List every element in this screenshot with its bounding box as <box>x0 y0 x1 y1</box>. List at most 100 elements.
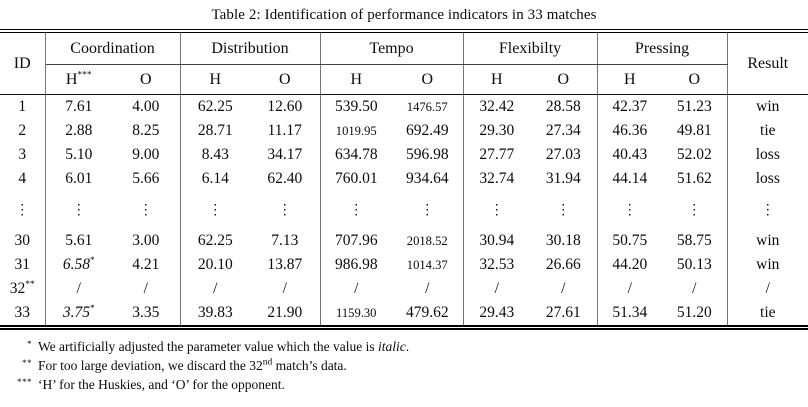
cell-value: 27.03 <box>530 143 598 167</box>
cell-match-id: 31 <box>0 253 46 277</box>
subheader-h: H <box>597 64 663 95</box>
cell-value: 2.88 <box>65 122 93 139</box>
cell-value: 50.13 <box>662 253 728 277</box>
cell-value: ⋮ <box>662 191 728 229</box>
cell-value: 9.00 <box>112 143 181 167</box>
cell-value: 20.10 <box>197 256 233 273</box>
cell-value: 5.10 <box>65 146 93 163</box>
cell-value: 21.90 <box>250 301 321 328</box>
subheader-o: O <box>250 64 321 95</box>
subheader-h: H <box>320 64 392 95</box>
cell-result: loss <box>755 170 780 187</box>
table-row: 3 5.10 9.00 8.43 34.17 634.78 596.98 27.77 27.03… <box>0 143 808 167</box>
cell-result: tie <box>760 122 776 139</box>
cell-value: / <box>250 277 321 301</box>
footnote-text: ‘H’ for the Huskies, and ‘O’ for the opp… <box>38 377 285 392</box>
group-header-coordination: Coordination <box>45 31 181 65</box>
group-header-tempo: Tempo <box>320 31 464 65</box>
cell-value: 28.71 <box>197 122 233 139</box>
cell-value: 52.02 <box>662 143 728 167</box>
subheader-h: H <box>180 64 250 95</box>
cell-value: 32.42 <box>479 98 515 115</box>
cell-value: 13.87 <box>250 253 321 277</box>
cell-value: 1014.37 <box>392 253 464 277</box>
table-body: 1 7.61 4.00 62.25 12.60 539.50 1476.57 32.42 28.… <box>0 94 808 328</box>
cell-value: / <box>392 277 464 301</box>
cell-value: 42.37 <box>612 98 648 115</box>
cell-value: ⋮ <box>208 202 223 218</box>
cell-result: loss <box>755 146 780 163</box>
cell-value: 44.14 <box>612 170 648 187</box>
cell-value: 707.96 <box>334 232 378 249</box>
footnote: * We artificially adjusted the parameter … <box>8 337 804 356</box>
cell-value: 28.58 <box>530 94 598 119</box>
footnote-text: We artificially adjusted the parameter v… <box>38 339 410 354</box>
paper-table-figure: Table 2: Identification of performance i… <box>0 7 808 394</box>
cell-value: 27.77 <box>479 146 515 163</box>
table-row: 31 6.58* 4.21 20.10 13.87 986.98 1014.37 32.53 2… <box>0 253 808 277</box>
group-header-row: ID Coordination Distribution Tempo Flexi… <box>0 31 808 95</box>
cell-value: 46.36 <box>612 122 648 139</box>
cell-value: 5.66 <box>112 167 181 191</box>
cell-match-id: 30 <box>0 229 46 253</box>
table-row: 32** / / / / / / / / / / / <box>0 277 808 301</box>
group-header-flexibilty: Flexibilty <box>463 31 598 65</box>
cell-value: 986.98 <box>334 256 378 273</box>
cell-value: 3.00 <box>112 229 181 253</box>
cell-match-id: 3 <box>0 143 46 167</box>
group-header-pressing: Pressing <box>597 31 728 65</box>
subheader-row: H*** O H O H O H O H O <box>0 64 808 95</box>
cell-result: win <box>756 98 780 115</box>
cell-value: / <box>76 280 81 297</box>
cell-value: ⋮ <box>530 191 598 229</box>
footnote: ** For too large deviation, we discard th… <box>8 356 804 375</box>
cell-value: 6.58* <box>62 255 95 273</box>
cell-match-id: 1 <box>0 94 46 119</box>
cell-value: 760.01 <box>334 170 378 187</box>
cell-value: 4.21 <box>112 253 181 277</box>
cell-value: 27.34 <box>530 119 598 143</box>
cell-value: 3.35 <box>112 301 181 328</box>
table-row: 4 6.01 5.66 6.14 62.40 760.01 934.64 32.74 31.94… <box>0 167 808 191</box>
cell-value: 1019.95 <box>335 124 377 138</box>
subheader-o: O <box>662 64 728 95</box>
cell-value: 6.01 <box>65 170 93 187</box>
cell-value: 4.00 <box>112 94 181 119</box>
col-header-id: ID <box>0 31 46 95</box>
cell-value: / <box>112 277 181 301</box>
subheader-h: H <box>463 64 531 95</box>
indicators-table: ID Coordination Distribution Tempo Flexi… <box>0 29 808 330</box>
cell-match-id: ⋮ <box>0 191 46 229</box>
cell-value: / <box>627 280 632 297</box>
cell-value: ⋮ <box>71 202 86 218</box>
cell-value: 2018.52 <box>392 229 464 253</box>
cell-value: 934.64 <box>392 167 464 191</box>
cell-value: 62.40 <box>250 167 321 191</box>
cell-value: 596.98 <box>392 143 464 167</box>
cell-value: ⋮ <box>392 191 464 229</box>
cell-value: 31.94 <box>530 167 598 191</box>
cell-match-id: 2 <box>0 119 46 143</box>
cell-value: 7.61 <box>65 98 93 115</box>
cell-value: 26.66 <box>530 253 598 277</box>
cell-value: 479.62 <box>392 301 464 328</box>
cell-value: 634.78 <box>334 146 378 163</box>
footnote: *** ‘H’ for the Huskies, and ‘O’ for the … <box>8 375 804 394</box>
cell-value: 1476.57 <box>392 94 464 119</box>
footnotes-block: * We artificially adjusted the parameter … <box>0 330 808 394</box>
cell-value: 30.94 <box>479 232 515 249</box>
table-row: 30 5.61 3.00 62.25 7.13 707.96 2018.52 30.94 30.… <box>0 229 808 253</box>
subheader-o: O <box>392 64 464 95</box>
cell-value: 27.61 <box>530 301 598 328</box>
cell-value: 8.43 <box>201 146 229 163</box>
cell-value: / <box>354 280 359 297</box>
cell-value: 539.50 <box>334 98 378 115</box>
cell-value: 39.83 <box>197 304 233 321</box>
cell-result: win <box>756 232 780 249</box>
col-header-result: Result <box>727 31 808 95</box>
cell-value: 51.62 <box>662 167 728 191</box>
subheader-h: H*** <box>45 64 112 95</box>
cell-result: / <box>765 280 770 297</box>
cell-value: 34.17 <box>250 143 321 167</box>
cell-value: ⋮ <box>112 191 181 229</box>
